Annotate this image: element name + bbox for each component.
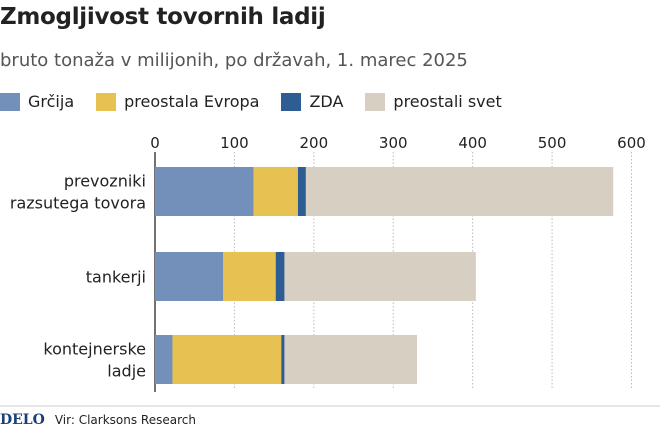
legend-item: preostala Evropa: [96, 92, 259, 111]
category-label: razsutega tovora: [10, 194, 146, 213]
x-tick-label: 100: [220, 134, 249, 152]
delo-logo: DELO: [0, 412, 45, 428]
x-tick-label: 0: [150, 134, 160, 152]
footer: DELO Vir: Clarksons Research: [0, 412, 196, 428]
bar-segment: [155, 335, 173, 384]
legend-item: ZDA: [281, 92, 343, 111]
bar-segment: [284, 335, 418, 384]
chart-title: Zmogljivost tovornih ladij: [0, 4, 326, 30]
bar-segment: [253, 167, 298, 216]
x-tick-label: 500: [538, 134, 567, 152]
legend-swatch: [96, 92, 117, 111]
legend-swatch: [281, 92, 302, 111]
legend-swatch: [365, 92, 386, 111]
bar-segment: [281, 335, 285, 384]
legend-label: preostali svet: [393, 92, 502, 111]
bar-segment: [155, 167, 254, 216]
legend-label: ZDA: [309, 92, 344, 111]
category-label: ladje: [107, 362, 146, 381]
x-tick-label: 600: [617, 134, 646, 152]
x-tick-label: 200: [300, 134, 329, 152]
bar-segment: [172, 335, 282, 384]
legend-item: preostali svet: [365, 92, 502, 111]
category-label: prevozniki: [64, 172, 146, 191]
x-tick-label: 400: [458, 134, 487, 152]
bar-segment: [155, 252, 224, 301]
category-label: kontejnerske: [43, 340, 146, 359]
legend: Grčija preostala Evropa ZDA preostali svet: [0, 92, 524, 111]
bar-segment: [275, 252, 285, 301]
bar-segment: [223, 252, 276, 301]
chart-subtitle: bruto tonaža v milijonih, po državah, 1.…: [0, 50, 468, 71]
legend-label: preostala Evropa: [124, 92, 260, 111]
source-note: Vir: Clarksons Research: [54, 413, 196, 427]
bar-segment: [305, 167, 614, 216]
bar-segment: [297, 167, 306, 216]
x-tick-label: 300: [379, 134, 408, 152]
legend-label: Grčija: [28, 92, 75, 111]
bar-segment: [284, 252, 476, 301]
legend-item: Grčija: [0, 92, 74, 111]
category-label: tankerji: [86, 268, 146, 287]
legend-swatch: [0, 92, 20, 111]
